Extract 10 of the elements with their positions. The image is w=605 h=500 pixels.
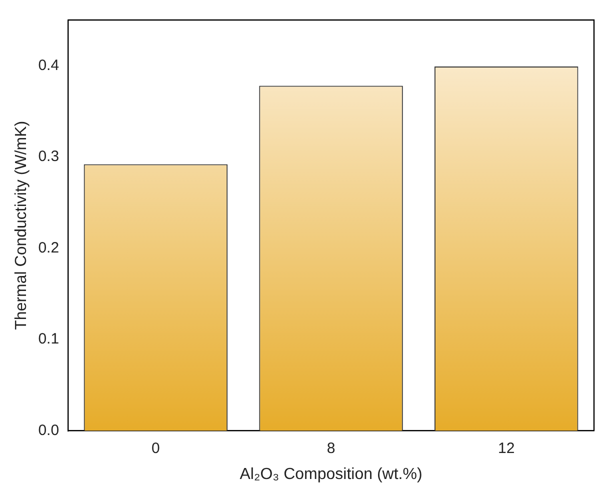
y-tick-label: 0.1: [38, 330, 60, 348]
y-tick-label: 0.2: [38, 239, 60, 256]
y-tick-label: 0.4: [38, 56, 60, 74]
y-tick-label: 0.3: [38, 148, 60, 166]
x-tick-label: 12: [498, 440, 515, 457]
y-axis-title: Thermal Conductivity (W/mK): [13, 120, 30, 330]
x-tick-label: 0: [152, 440, 160, 457]
x-axis-title: Al₂O₃ Composition (wt.%): [240, 466, 422, 483]
x-tick-label: 8: [326, 440, 336, 457]
y-tick-label: 0.0: [38, 422, 60, 439]
